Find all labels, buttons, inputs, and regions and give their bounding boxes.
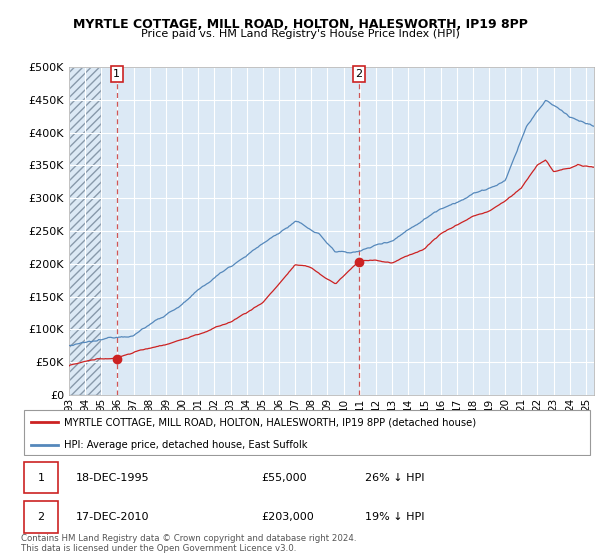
Text: 18-DEC-1995: 18-DEC-1995 bbox=[76, 473, 149, 483]
Text: HPI: Average price, detached house, East Suffolk: HPI: Average price, detached house, East… bbox=[64, 440, 307, 450]
Text: Contains HM Land Registry data © Crown copyright and database right 2024.
This d: Contains HM Land Registry data © Crown c… bbox=[21, 534, 356, 553]
Text: 19% ↓ HPI: 19% ↓ HPI bbox=[365, 512, 424, 522]
FancyBboxPatch shape bbox=[24, 462, 58, 493]
Text: Price paid vs. HM Land Registry's House Price Index (HPI): Price paid vs. HM Land Registry's House … bbox=[140, 29, 460, 39]
Text: £203,000: £203,000 bbox=[262, 512, 314, 522]
Text: 26% ↓ HPI: 26% ↓ HPI bbox=[365, 473, 424, 483]
Text: 2: 2 bbox=[356, 69, 362, 79]
Text: 1: 1 bbox=[113, 69, 121, 79]
FancyBboxPatch shape bbox=[24, 410, 590, 455]
Text: £55,000: £55,000 bbox=[262, 473, 307, 483]
Text: MYRTLE COTTAGE, MILL ROAD, HOLTON, HALESWORTH, IP19 8PP (detached house): MYRTLE COTTAGE, MILL ROAD, HOLTON, HALES… bbox=[64, 417, 476, 427]
Text: 2: 2 bbox=[37, 512, 44, 522]
Text: 17-DEC-2010: 17-DEC-2010 bbox=[76, 512, 149, 522]
Text: 1: 1 bbox=[38, 473, 44, 483]
FancyBboxPatch shape bbox=[24, 501, 58, 533]
Text: MYRTLE COTTAGE, MILL ROAD, HOLTON, HALESWORTH, IP19 8PP: MYRTLE COTTAGE, MILL ROAD, HOLTON, HALES… bbox=[73, 18, 527, 31]
Bar bbox=[69, 67, 101, 395]
